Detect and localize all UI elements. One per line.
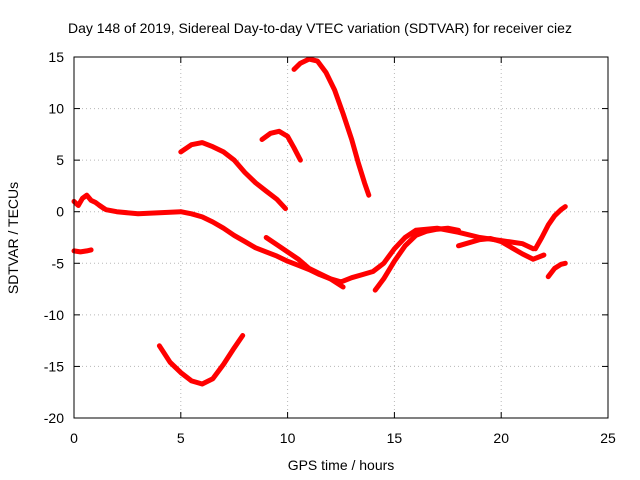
y-tick-label: -5 bbox=[52, 255, 65, 271]
x-axis-label: GPS time / hours bbox=[288, 457, 395, 473]
series-line-arc-11 bbox=[532, 204, 568, 252]
series-line-arc-8 bbox=[291, 56, 372, 198]
x-tick-label: 25 bbox=[600, 430, 616, 446]
x-tick-label: 5 bbox=[177, 430, 185, 446]
series-line-arc-10 bbox=[456, 236, 547, 262]
series-line-arc-12 bbox=[545, 260, 568, 280]
series-line-arc-9 bbox=[372, 225, 461, 293]
y-tick-label: 0 bbox=[56, 204, 64, 220]
series-line-arc-2 bbox=[71, 247, 94, 255]
y-tick-label: 5 bbox=[56, 152, 64, 168]
x-tick-label: 10 bbox=[280, 430, 296, 446]
y-axis-label: SDTVAR / TECUs bbox=[5, 182, 21, 294]
x-tick-label: 15 bbox=[387, 430, 403, 446]
x-tick-label: 20 bbox=[493, 430, 509, 446]
series-line-arc-6 bbox=[178, 140, 288, 212]
axis-ticks: 0 5 10 15 20 25 -20 -15 -10 -5 0 5 10 15 bbox=[44, 49, 616, 446]
y-tick-label: 15 bbox=[48, 49, 64, 65]
series-line-arc-5 bbox=[156, 333, 246, 387]
plot-frame bbox=[73, 56, 609, 419]
x-tick-label: 0 bbox=[70, 430, 78, 446]
series-line-arc-7 bbox=[259, 128, 303, 163]
y-tick-label: -20 bbox=[44, 410, 64, 426]
chart-title: Day 148 of 2019, Sidereal Day-to-day VTE… bbox=[68, 20, 572, 36]
data-series bbox=[71, 56, 568, 387]
y-tick-label: -15 bbox=[44, 358, 64, 374]
y-tick-label: 10 bbox=[48, 101, 64, 117]
series-line-arc-4 bbox=[263, 235, 346, 290]
y-tick-label: -10 bbox=[44, 307, 64, 323]
